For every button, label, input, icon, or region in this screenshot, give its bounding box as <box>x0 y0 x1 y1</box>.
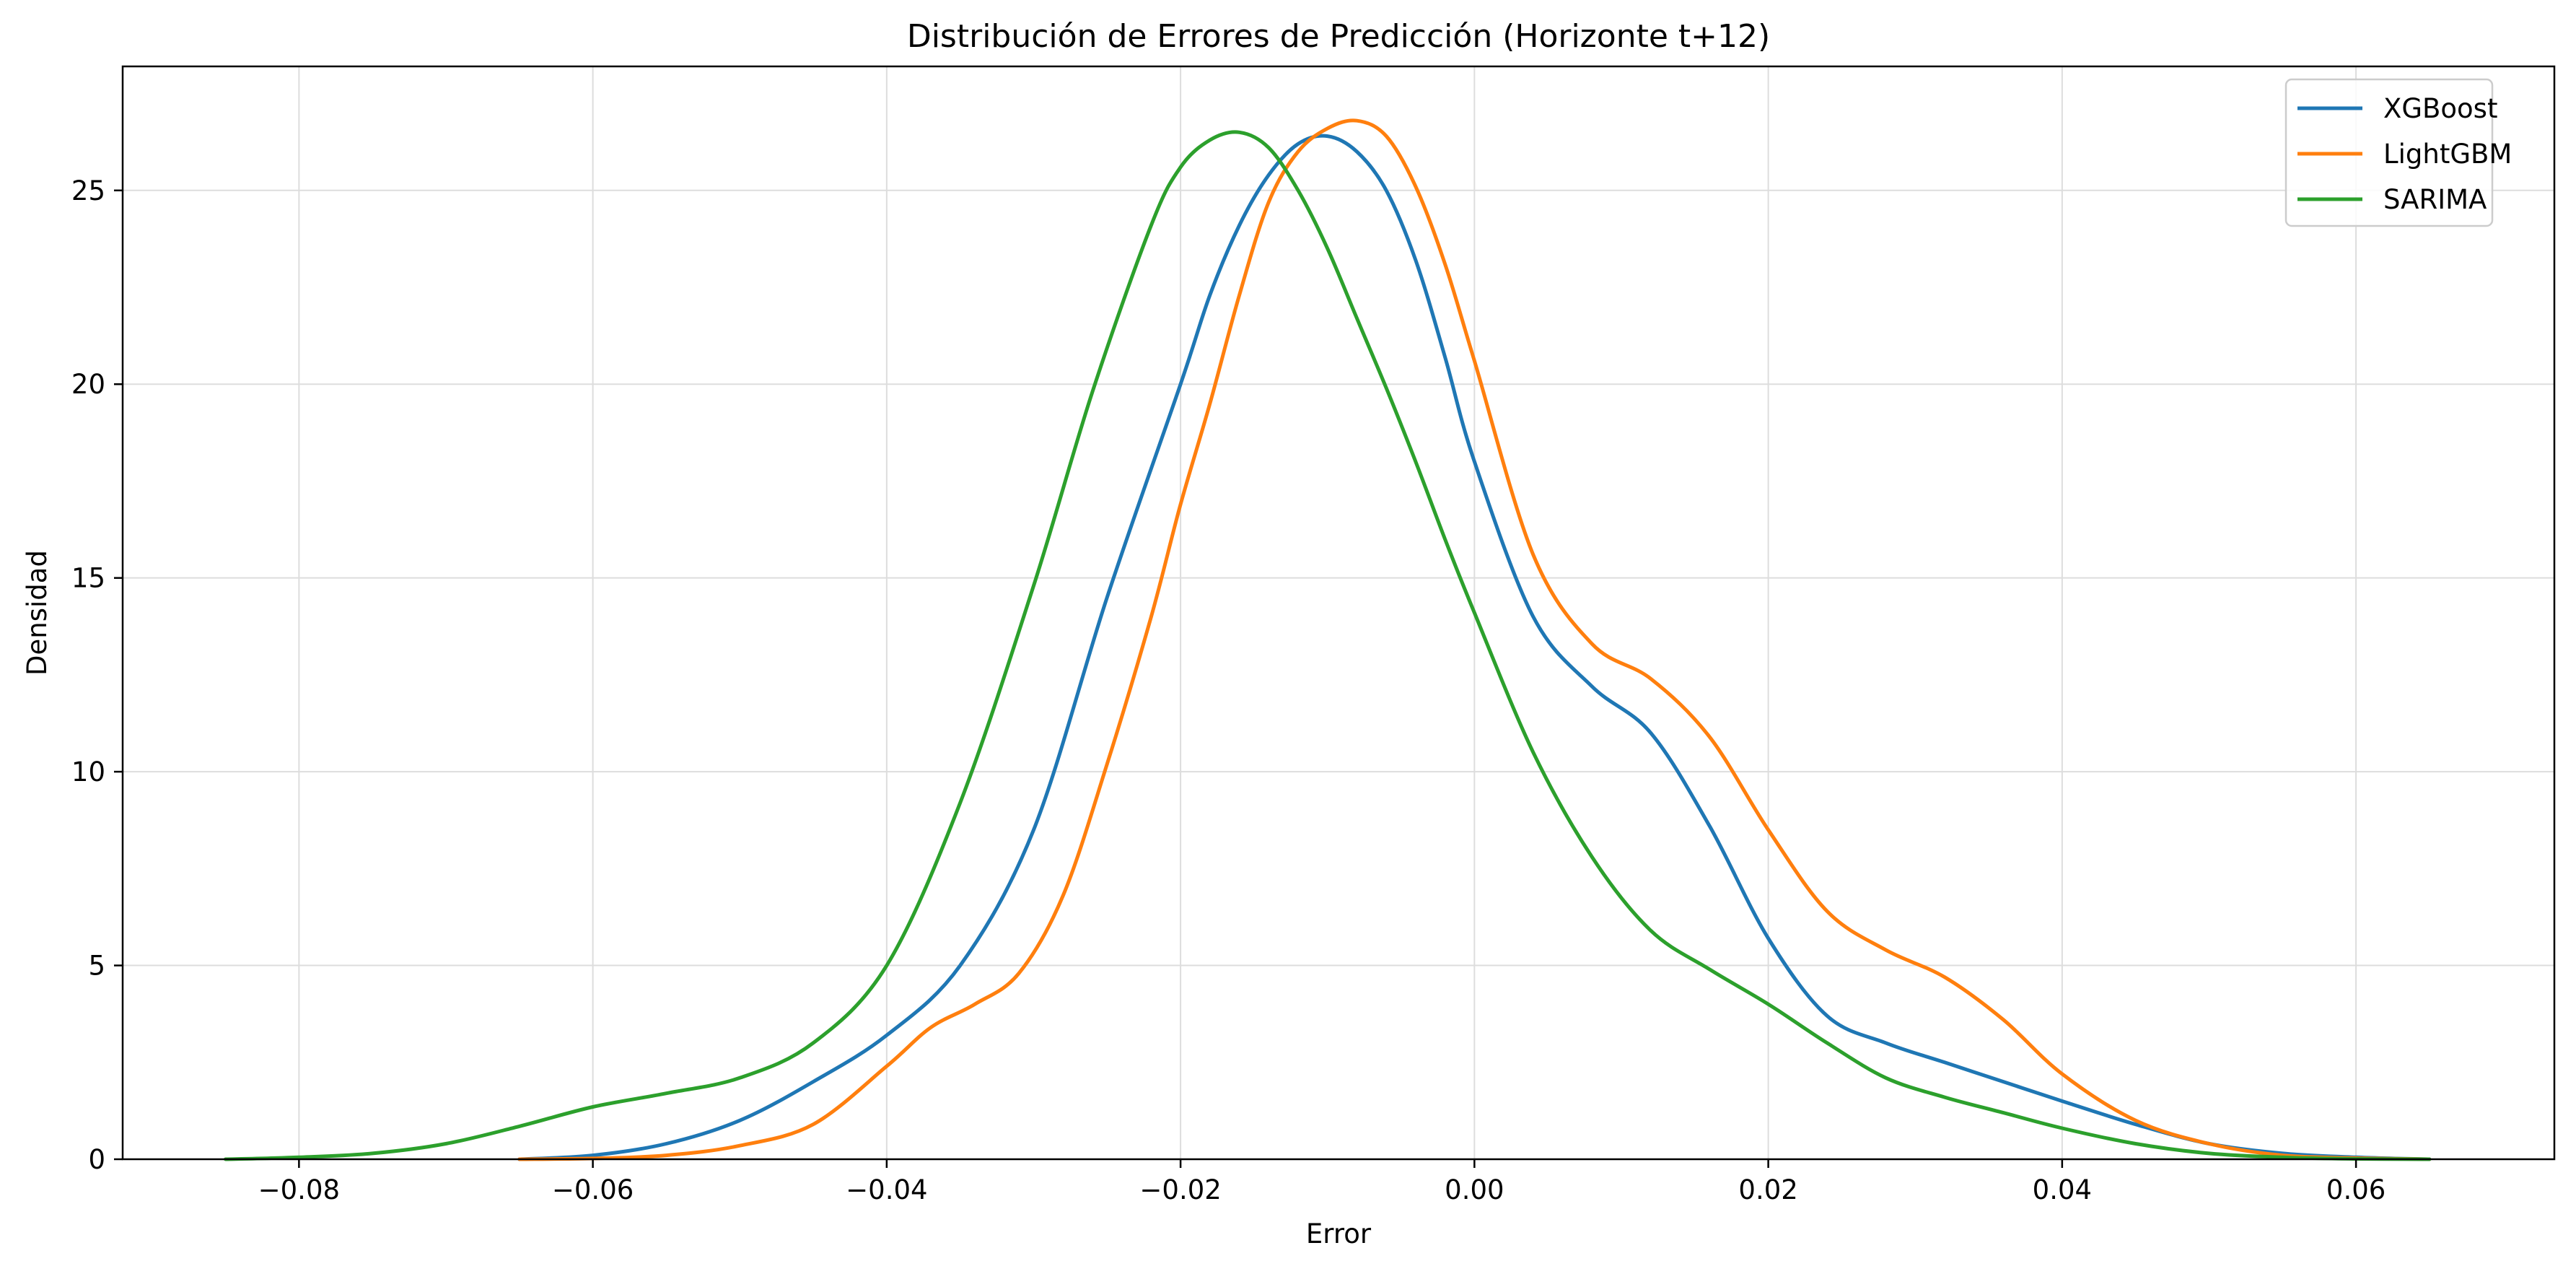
legend-label: XGBoost <box>2383 93 2497 124</box>
chart-title: Distribución de Errores de Predicción (H… <box>907 18 1770 55</box>
legend-entries: XGBoost LightGBM SARIMA <box>2297 93 2512 215</box>
y-tick-label: 15 <box>71 563 105 594</box>
plot-frame <box>121 65 2556 1161</box>
legend-label: SARIMA <box>2383 184 2487 215</box>
y-tick-label: 10 <box>71 756 105 787</box>
x-tick-label: 0.02 <box>1738 1174 1797 1205</box>
y-tick-label: 0 <box>88 1144 105 1175</box>
series-line-sarima <box>224 130 2432 1161</box>
x-tick-label: −0.02 <box>1139 1174 1221 1205</box>
series-line-xgboost <box>517 134 2432 1161</box>
x-tick-label: −0.08 <box>258 1174 340 1205</box>
legend-label: LightGBM <box>2383 139 2512 170</box>
x-axis-ticks: −0.08 −0.06 −0.04 −0.02 0.00 0.02 0.04 0.06 <box>258 1159 2386 1205</box>
x-tick-label: −0.06 <box>552 1174 634 1205</box>
x-tick-label: 0.04 <box>2033 1174 2092 1205</box>
x-tick-label: −0.04 <box>846 1174 927 1205</box>
legend: XGBoost LightGBM SARIMA <box>2284 78 2512 227</box>
y-axis-ticks: 0 5 10 15 20 25 <box>71 175 123 1175</box>
y-tick-label: 20 <box>71 369 105 400</box>
y-tick-label: 25 <box>71 175 105 206</box>
legend-box <box>2284 78 2494 227</box>
series-lines <box>224 118 2432 1161</box>
x-tick-label: 0.00 <box>1445 1174 1504 1205</box>
series-line-lightgbm <box>517 118 2432 1161</box>
y-axis-label: Densidad <box>22 550 53 676</box>
x-tick-label: 0.06 <box>2326 1174 2386 1205</box>
x-axis-label: Error <box>1306 1218 1372 1249</box>
y-tick-label: 5 <box>88 951 105 982</box>
